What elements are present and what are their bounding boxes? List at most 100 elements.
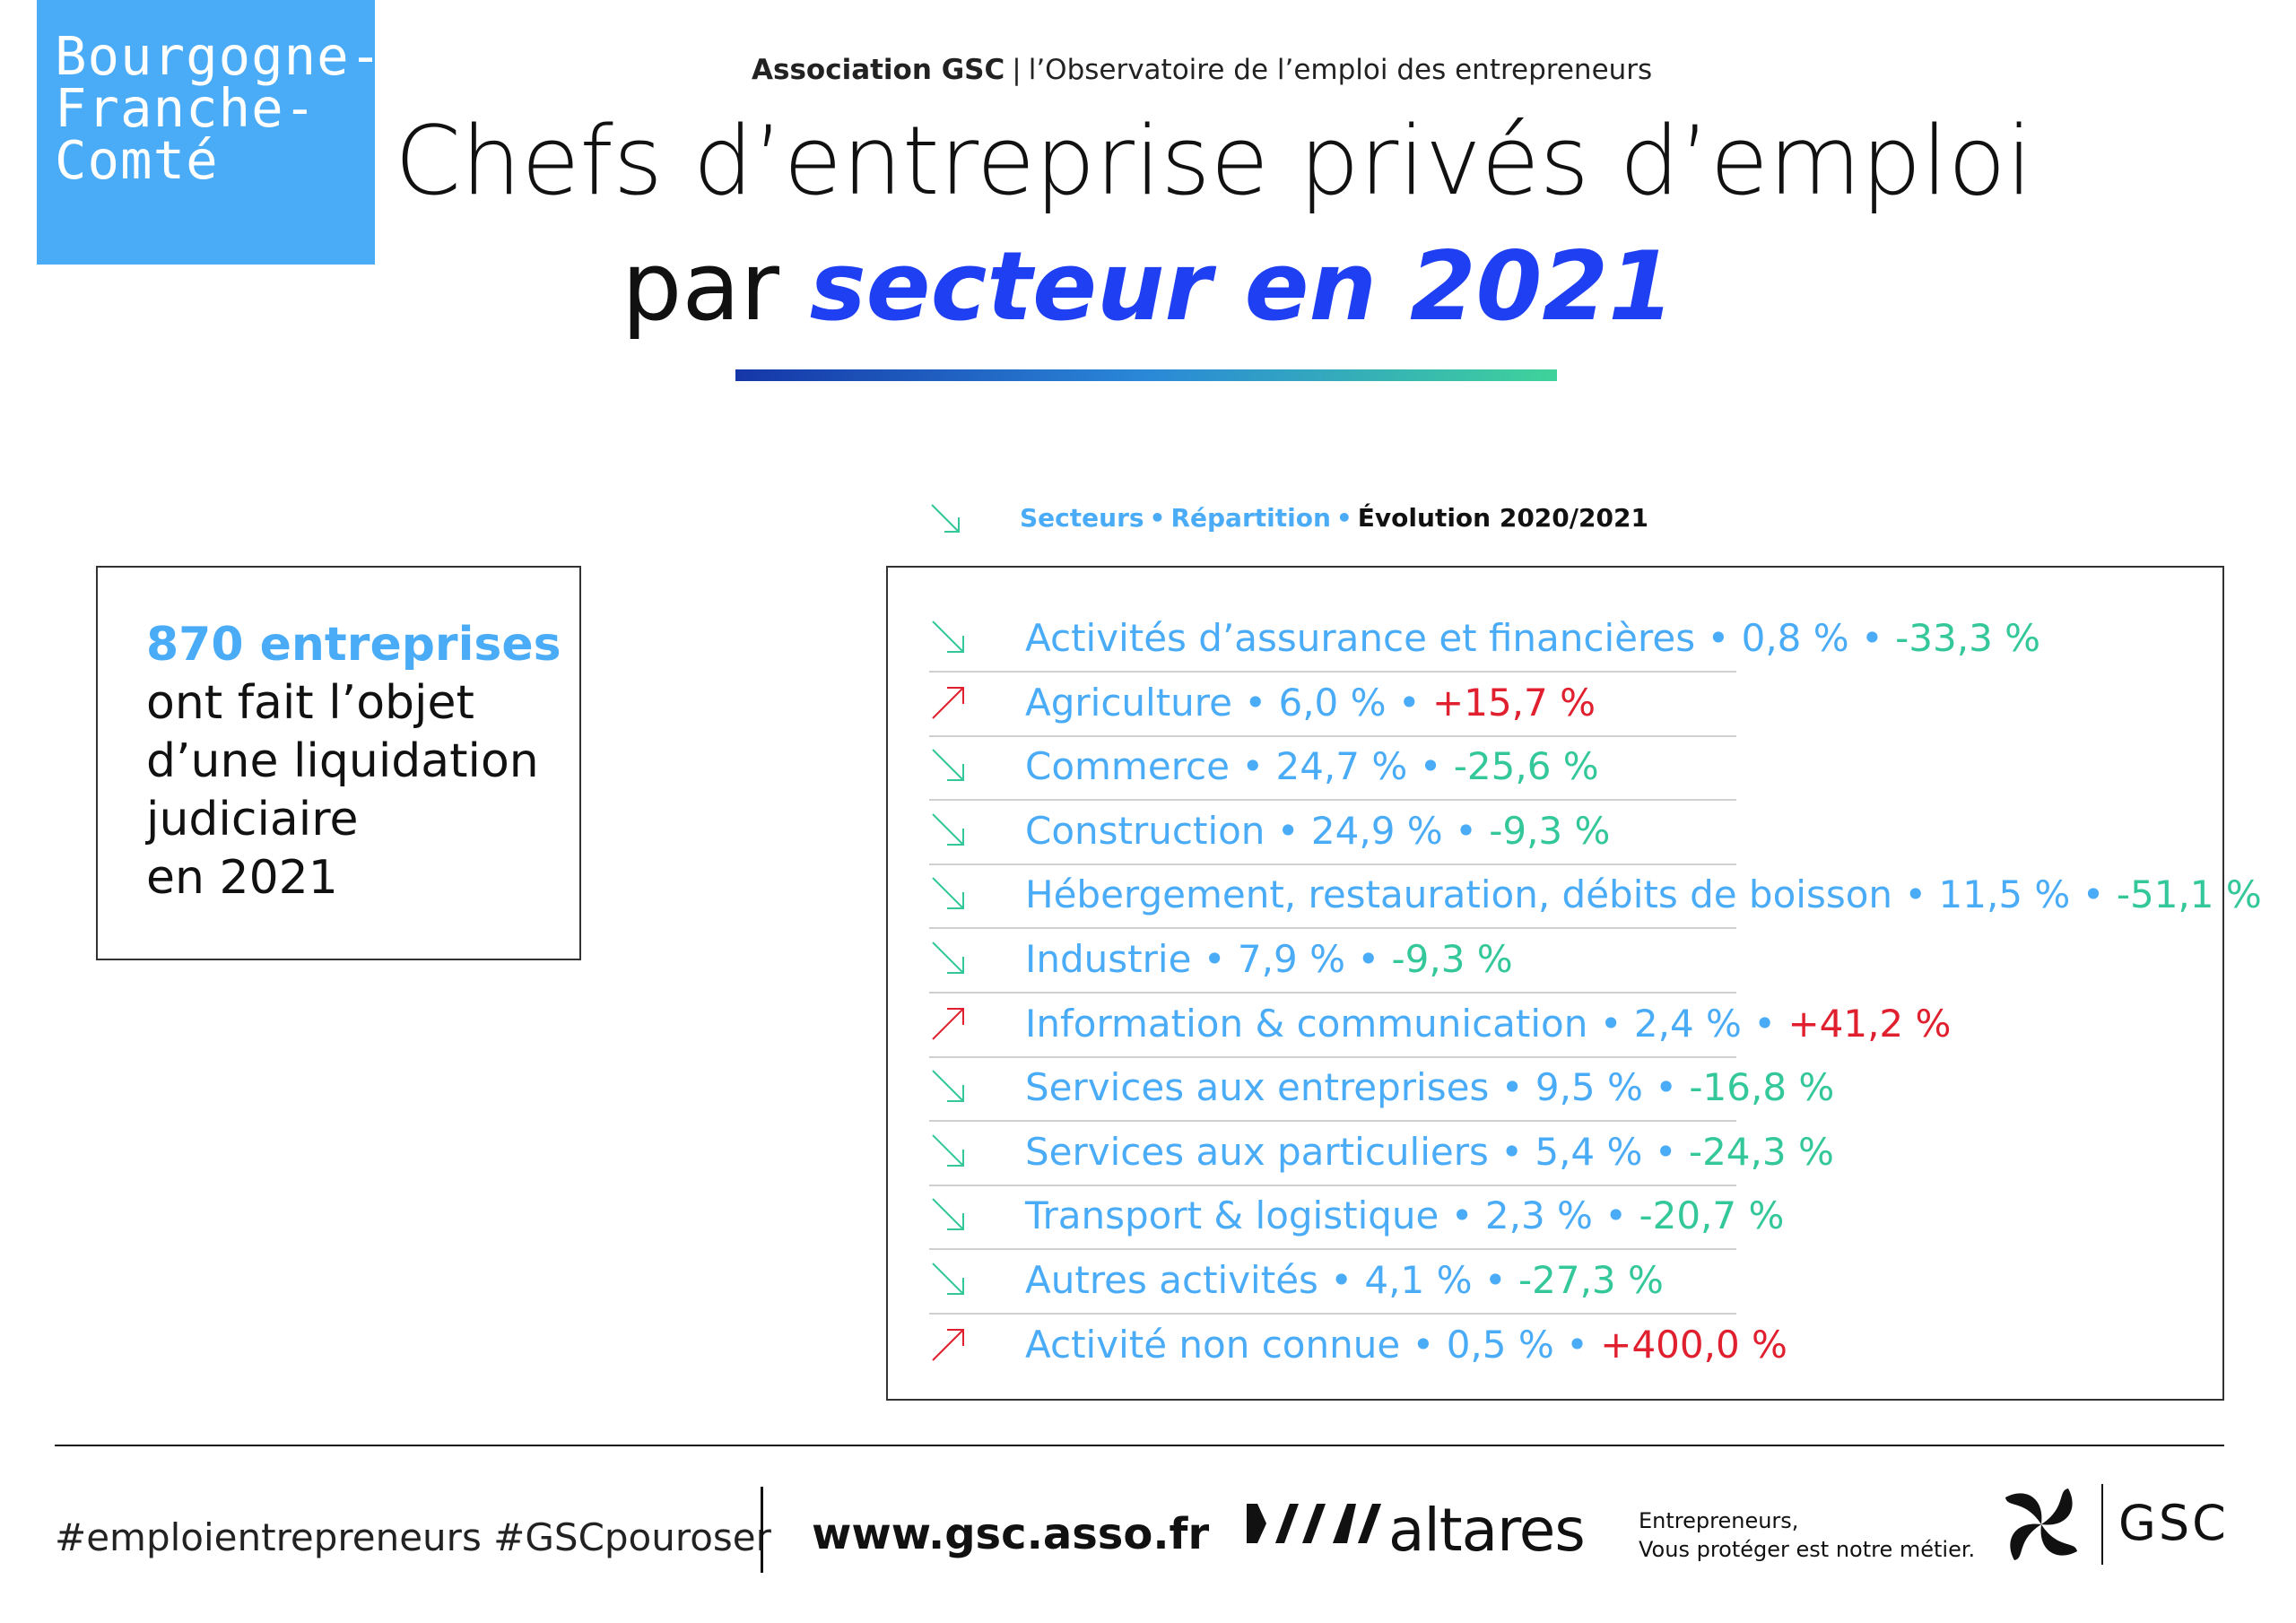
sector-row: Transport & logistique • 2,3 % • -20,7 % xyxy=(888,1186,2226,1251)
organization-separator: | xyxy=(1012,54,1022,86)
sector-share: 0,8 % xyxy=(1741,616,1849,660)
summary-line: en 2021 xyxy=(146,851,338,905)
sector-row: Activités d’assurance et financières • 0… xyxy=(888,609,2226,673)
sector-evolution: -20,7 % xyxy=(1639,1193,1785,1238)
altares-logo-icon xyxy=(1247,1504,1381,1543)
arrow-down-right-icon xyxy=(932,621,964,653)
sector-dot: • xyxy=(1330,1257,1353,1302)
sector-panel: Activités d’assurance et financières • 0… xyxy=(886,566,2262,1401)
row-divider xyxy=(929,1120,1736,1123)
summary-line: d’une liquidation xyxy=(146,734,539,788)
region-line: Franche- xyxy=(55,77,317,139)
sector-name: Activité non connue xyxy=(1025,1322,1401,1367)
sector-name: Commerce xyxy=(1025,744,1230,789)
region-badge: Bourgogne- Franche- Comté xyxy=(37,0,381,265)
legend-secteurs: Secteurs xyxy=(1020,503,1144,533)
sector-dot: • xyxy=(1450,1193,1474,1238)
sector-dot: • xyxy=(1605,1193,1628,1238)
sector-share: 6,0 % xyxy=(1278,680,1387,725)
arrow-down-right-icon xyxy=(932,749,964,782)
sector-row: Activité non connue • 0,5 % • +400,0 % xyxy=(888,1315,2226,1380)
sector-text: Autres activités • 4,1 % • -27,3 % xyxy=(1025,1258,1664,1302)
summary-line: judiciaire xyxy=(146,793,359,846)
region-line: Comté xyxy=(55,129,219,191)
sector-text: Information & communication • 2,4 % • +4… xyxy=(1025,1002,1951,1046)
sector-share: 9,5 % xyxy=(1535,1065,1643,1110)
sector-evolution: -33,3 % xyxy=(1895,616,2041,660)
row-divider xyxy=(929,1312,1736,1315)
sector-text: Industrie • 7,9 % • -9,3 % xyxy=(1025,937,1513,981)
sector-text: Services aux particuliers • 5,4 % • -24,… xyxy=(1025,1130,1834,1174)
footer-rule xyxy=(55,1445,2224,1446)
sector-row: Agriculture • 6,0 % • +15,7 % xyxy=(888,673,2226,738)
footer-tagline: Entrepreneurs, Vous protéger est notre m… xyxy=(1639,1506,1975,1564)
sector-text: Activité non connue • 0,5 % • +400,0 % xyxy=(1025,1323,1787,1367)
tagline-line: Vous protéger est notre métier. xyxy=(1639,1537,1976,1562)
summary-line: ont fait l’objet xyxy=(146,676,474,730)
sector-evolution: +41,2 % xyxy=(1787,1001,1952,1046)
row-divider xyxy=(929,799,1736,802)
sector-share: 2,4 % xyxy=(1633,1001,1742,1046)
sector-share: 24,9 % xyxy=(1310,808,1443,853)
legend: Secteurs • Répartition • Évolution 2020/2021 xyxy=(928,501,1648,537)
sector-text: Hébergement, restauration, débits de boi… xyxy=(1025,872,2262,916)
arrow-down-right-icon xyxy=(932,1198,964,1231)
sector-dot: • xyxy=(1861,616,1883,660)
website-link[interactable]: www.gsc.asso.fr xyxy=(812,1509,1210,1559)
sector-name: Construction xyxy=(1025,808,1265,853)
row-divider xyxy=(929,927,1736,930)
sector-row: Information & communication • 2,4 % • +4… xyxy=(888,994,2226,1059)
sector-row: Industrie • 7,9 % • -9,3 % xyxy=(888,930,2226,994)
row-divider xyxy=(929,734,1736,737)
sector-evolution: +400,0 % xyxy=(1600,1322,1787,1367)
sector-text: Commerce • 24,7 % • -25,6 % xyxy=(1025,744,1599,788)
organization-line: Association GSC | l’Observatoire de l’empl… xyxy=(752,54,1652,86)
page-title-line1: Chefs d’entreprise privés d’emploi xyxy=(395,106,2033,216)
partner-wordmark: altares xyxy=(1388,1496,1586,1565)
arrow-down-right-icon xyxy=(932,1263,964,1295)
tagline-line: Entrepreneurs, xyxy=(1639,1508,1799,1533)
sector-dot: • xyxy=(1753,1001,1777,1046)
sector-dot: • xyxy=(1455,808,1477,853)
sector-dot: • xyxy=(1707,616,1730,660)
sector-row: Commerce • 24,7 % • -25,6 % xyxy=(888,737,2226,802)
sector-text: Agriculture • 6,0 % • +15,7 % xyxy=(1025,681,1596,725)
arrow-down-right-icon xyxy=(932,813,964,846)
sector-dot: • xyxy=(1244,680,1267,725)
arrow-down-right-icon xyxy=(932,1070,964,1103)
sector-evolution: -27,3 % xyxy=(1518,1257,1664,1302)
legend-repartition: Répartition xyxy=(1170,503,1331,533)
sector-name: Transport & logistique xyxy=(1025,1193,1439,1238)
sector-list: Activités d’assurance et financières • 0… xyxy=(888,609,2262,1380)
sector-share: 2,3 % xyxy=(1484,1193,1593,1238)
organization-name: Association GSC xyxy=(752,54,1005,86)
footer-hashtags: #emploientrepreneurs #GSCpouroser xyxy=(55,1515,771,1559)
sector-evolution: -24,3 % xyxy=(1688,1129,1834,1174)
footer-divider xyxy=(2101,1484,2103,1565)
arrow-up-right-icon xyxy=(932,686,964,719)
sector-text: Services aux entreprises • 9,5 % • -16,8… xyxy=(1025,1065,1834,1109)
sector-name: Activités d’assurance et financières xyxy=(1025,616,1696,660)
page-title-line2: par secteur en 2021 xyxy=(395,231,1901,342)
sector-name: Services aux particuliers xyxy=(1025,1129,1489,1174)
sector-dot: • xyxy=(1276,808,1300,853)
sector-name: Services aux entreprises xyxy=(1025,1065,1490,1110)
legend-dot: • xyxy=(1149,503,1166,533)
sector-share: 24,7 % xyxy=(1275,744,1408,789)
arrow-down-right-icon xyxy=(932,1134,964,1167)
title-accent: secteur en 2021 xyxy=(809,231,1674,342)
row-divider xyxy=(929,863,1736,865)
title-prefix: par xyxy=(622,231,810,342)
sector-name: Industrie xyxy=(1025,936,1192,981)
legend-dot: • xyxy=(1335,503,1352,533)
arrow-up-right-icon xyxy=(932,1007,964,1040)
sector-evolution: -9,3 % xyxy=(1391,936,1513,981)
row-divider xyxy=(929,991,1736,994)
summary-box: 870 entreprises ont fait l’objet d’une l… xyxy=(96,566,581,960)
row-divider xyxy=(929,1184,1736,1186)
organization-subtitle: l’Observatoire de l’emploi des entrepren… xyxy=(1028,54,1653,86)
sector-text: Construction • 24,9 % • -9,3 % xyxy=(1025,809,1610,853)
sector-evolution: -9,3 % xyxy=(1489,808,1611,853)
row-divider xyxy=(929,1248,1736,1251)
arrow-down-right-icon xyxy=(932,877,964,910)
